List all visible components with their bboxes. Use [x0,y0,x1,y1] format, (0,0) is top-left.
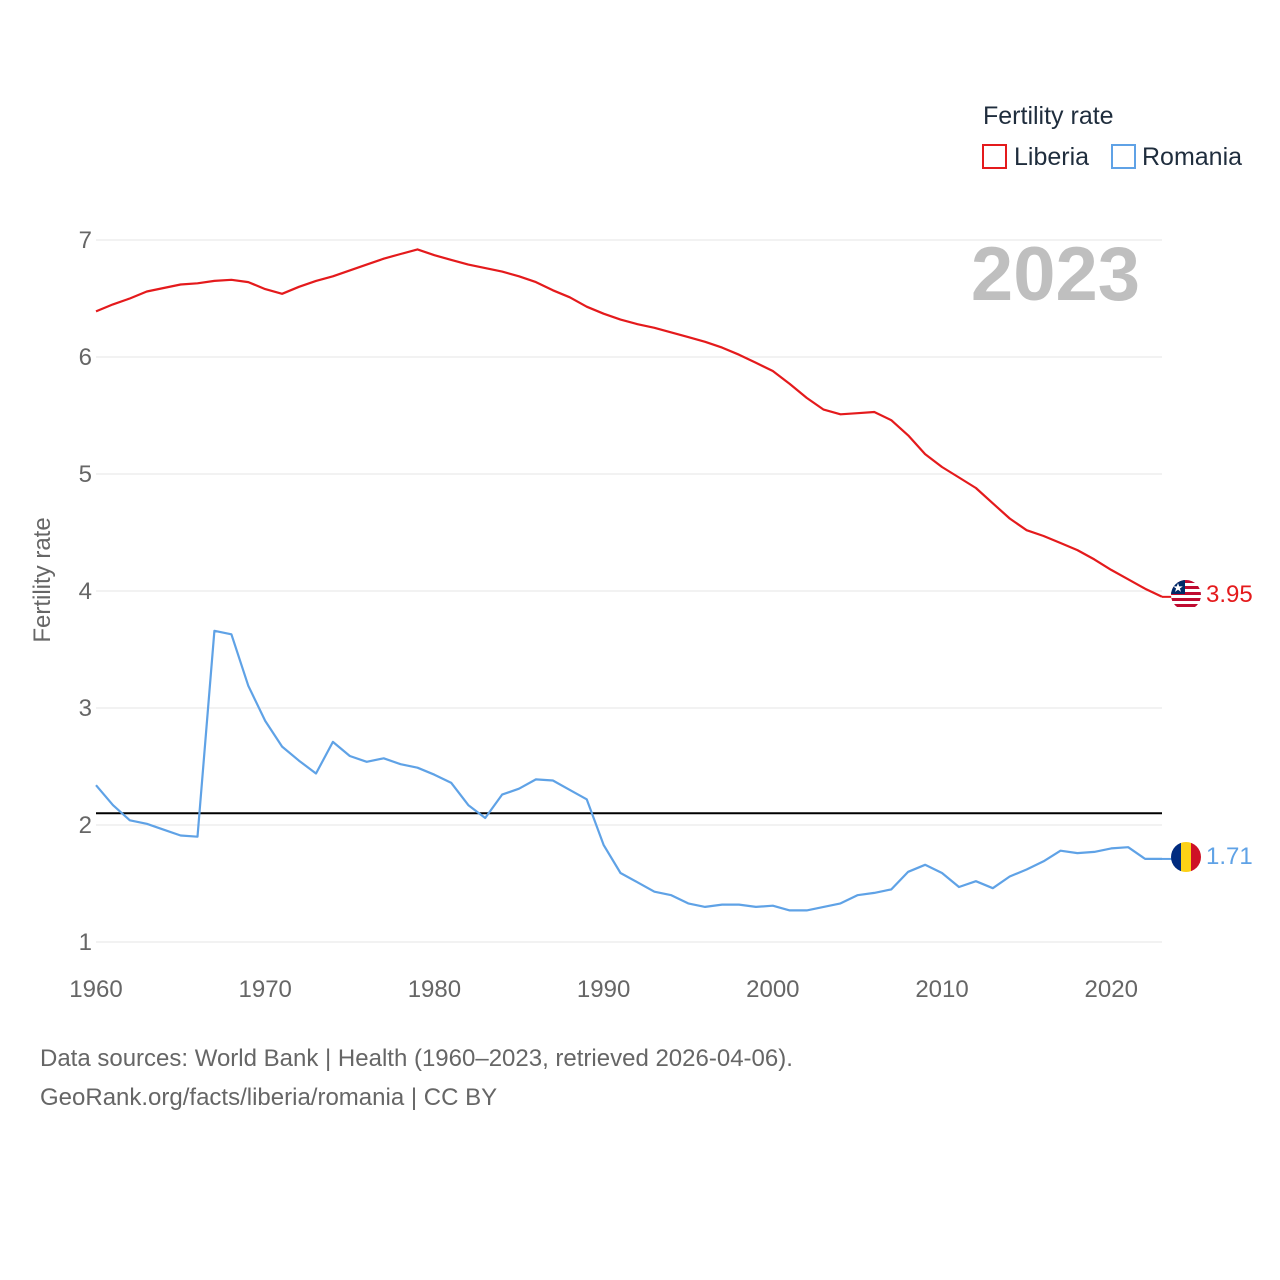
x-tick-label: 1990 [577,976,630,1003]
legend-label-romania: Romania [1142,143,1242,171]
x-tick-label: 2000 [746,976,799,1003]
liberia-end-value: 3.95 [1206,581,1253,608]
year-label: 2023 [971,232,1140,317]
legend: Fertility rate Liberia Romania [982,102,1242,171]
source-line-2: GeoRank.org/facts/liberia/romania | CC B… [40,1084,498,1111]
series-line-liberia [95,248,1163,598]
y-tick-label: 3 [79,695,92,722]
y-axis-ticks: 1 2 3 4 5 6 7 [79,227,92,956]
x-tick-label: 1960 [69,976,122,1003]
y-tick-label: 4 [79,578,92,605]
legend-title: Fertility rate [983,102,1114,130]
legend-swatch-liberia [982,144,1007,169]
series-group [95,248,1172,912]
series-line-romania [95,629,1162,912]
y-tick-label: 1 [79,929,92,956]
liberia-flag-icon [1171,580,1201,610]
source-line-1: Data sources: World Bank | Health (1960–… [40,1045,793,1072]
x-tick-label: 1970 [239,976,292,1003]
x-tick-label: 2020 [1085,976,1138,1003]
legend-swatch-romania [1111,144,1136,169]
romania-flag-icon [1171,842,1201,872]
y-tick-label: 5 [79,461,92,488]
grid-lines [96,239,1162,943]
y-tick-label: 6 [79,344,92,371]
x-tick-label: 1980 [408,976,461,1003]
y-tick-label: 2 [79,812,92,839]
x-axis-ticks: 1960 1970 1980 1990 2000 2010 2020 [69,976,1138,1003]
y-axis-label: Fertility rate [29,517,56,642]
romania-end-value: 1.71 [1206,843,1253,870]
legend-label-liberia: Liberia [1014,143,1089,171]
y-tick-label: 7 [79,227,92,254]
x-tick-label: 2010 [915,976,968,1003]
